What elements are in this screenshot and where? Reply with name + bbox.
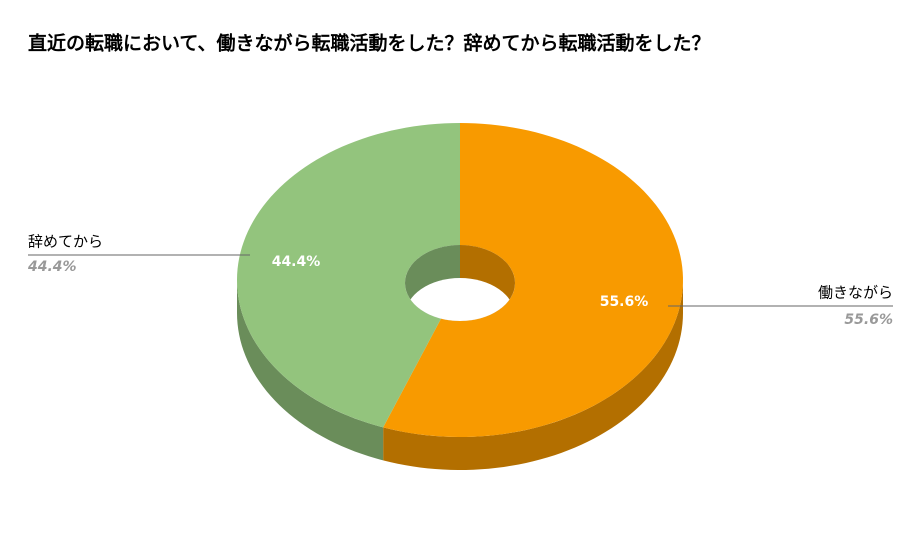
slice-label: 44.4% [272,254,321,270]
slice-side [383,280,683,470]
value-label: 55.6% [844,312,893,328]
category-label: 辞めてから [28,233,103,251]
value-label: 44.4% [27,259,77,275]
slice [237,123,460,428]
slice [383,123,683,437]
slice-side [237,280,384,461]
chart-title: 直近の転職において、働きながら転職活動をした？辞めてから転職活動をした？ [28,32,710,55]
slice-label: 55.6% [600,294,649,310]
hole-floor [405,278,515,321]
category-label: 働きながら [818,284,893,302]
